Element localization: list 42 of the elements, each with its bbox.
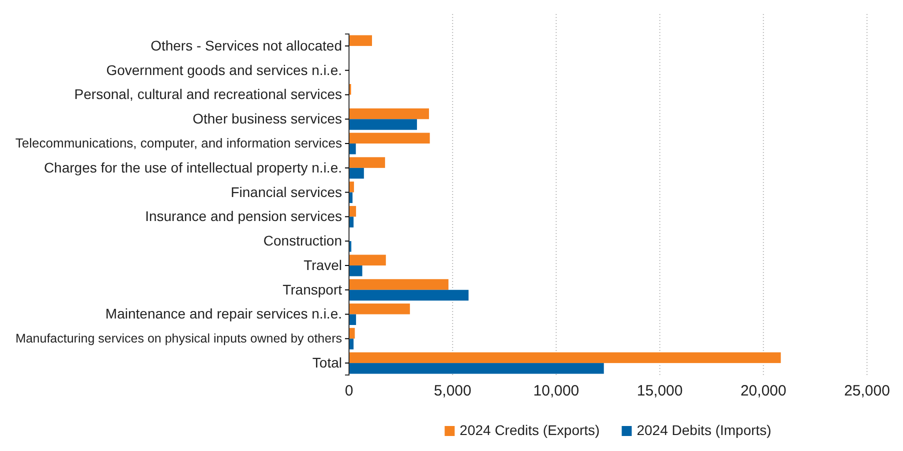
legend-label: 2024 Credits (Exports) (460, 422, 600, 438)
bar (349, 132, 430, 144)
bar (349, 328, 355, 339)
y-tick-label: Travel (304, 256, 342, 273)
bar (349, 168, 364, 179)
bar (349, 314, 356, 325)
bar (349, 352, 781, 364)
y-tick-label: Transport (282, 281, 342, 298)
bar (349, 279, 448, 290)
bar (349, 182, 354, 192)
y-tick-label: Telecommunications, computer, and information services (15, 136, 342, 151)
x-tick-label: 5,000 (434, 382, 472, 400)
x-tick-label: 10,000 (533, 382, 580, 400)
bar (349, 254, 386, 266)
y-tick-label: Government goods and services n.i.e. (106, 62, 342, 78)
y-tick-label: Charges for the use of intellectual property n.i.e. (44, 159, 342, 176)
y-tick-label: Other business services (192, 110, 342, 127)
x-tick-label: 20,000 (740, 382, 786, 400)
y-tick-label: Others - Services not allocated (150, 37, 342, 54)
bar (349, 108, 429, 120)
y-tick-label: Manufacturing services on physical inputs owned by others (15, 332, 342, 346)
bar (349, 119, 417, 130)
bar (349, 35, 372, 46)
x-tick-label: 15,000 (636, 382, 683, 400)
y-tick-label: Financial services (230, 184, 342, 200)
bar (349, 206, 356, 217)
legend-label: 2024 Debits (Imports) (636, 422, 772, 438)
y-tick-label: Total (312, 354, 342, 371)
x-tick-label: 25,000 (844, 382, 890, 400)
y-tick-label: Maintenance and repair services n.i.e. (105, 306, 342, 322)
x-tick-label: 0 (344, 382, 354, 400)
bar (349, 265, 362, 276)
bar (349, 338, 354, 350)
bar (349, 157, 386, 168)
y-tick-label: Personal, cultural and recreational services (74, 86, 342, 102)
bar (349, 363, 604, 374)
bar (349, 216, 354, 228)
bar (349, 304, 410, 314)
bar (349, 144, 356, 154)
y-tick-label: Insurance and pension services (145, 208, 342, 224)
bar (349, 290, 469, 301)
y-tick-label: Construction (263, 232, 342, 249)
